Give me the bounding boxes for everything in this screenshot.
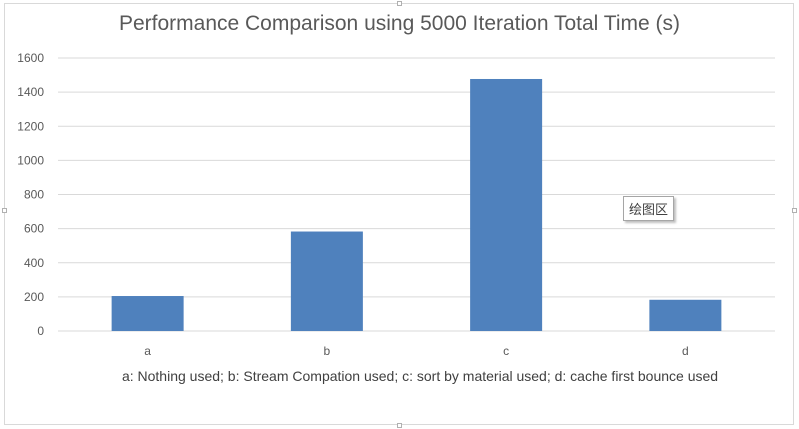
x-tick-label: c <box>503 344 509 358</box>
bar-d[interactable] <box>649 299 722 331</box>
y-tick-label: 1400 <box>17 85 44 99</box>
plot-area-tooltip: 绘图区 <box>623 196 675 221</box>
resize-handle-bottom[interactable] <box>397 423 402 428</box>
y-tick-label: 600 <box>24 222 44 236</box>
x-tick-label: b <box>324 344 331 358</box>
x-tick-label: d <box>682 344 689 358</box>
y-tick-label: 1200 <box>17 119 44 133</box>
y-tick-label: 400 <box>24 256 44 270</box>
y-tick-label: 200 <box>24 290 44 304</box>
bar-b[interactable] <box>290 231 363 331</box>
resize-handle-right[interactable] <box>792 208 797 213</box>
x-tick-label: a <box>144 344 151 358</box>
y-tick-label: 0 <box>37 324 44 338</box>
bar-a[interactable] <box>111 296 184 331</box>
resize-handle-left[interactable] <box>2 208 7 213</box>
chart-title[interactable]: Performance Comparison using 5000 Iterat… <box>118 12 681 35</box>
y-tick-label: 1000 <box>17 153 44 167</box>
bar-c[interactable] <box>470 78 543 331</box>
resize-handle-top[interactable] <box>397 1 402 6</box>
y-tick-label: 800 <box>24 188 44 202</box>
y-tick-label: 1600 <box>17 51 44 65</box>
x-axis-title[interactable]: a: Nothing used; b: Stream Compation use… <box>121 368 719 384</box>
